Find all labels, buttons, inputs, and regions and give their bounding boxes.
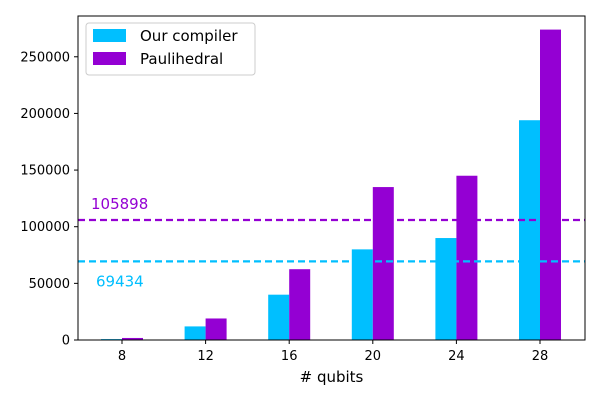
x-tick-label-24: 24 (448, 349, 465, 364)
legend-swatch-paulihedral (93, 52, 126, 65)
bar-our-compiler-28 (519, 120, 540, 340)
bar-our-compiler-12 (184, 326, 206, 340)
y-tick-label-200000: 200000 (20, 107, 70, 122)
x-axis-label: # qubits (300, 368, 364, 386)
legend-label-paulihedral: Paulihedral (140, 50, 223, 68)
y-axis-ticks: 0 50000 100000 150000 200000 250000 (20, 50, 78, 349)
y-tick-label-250000: 250000 (20, 50, 70, 65)
legend-label-our-compiler: Our compiler (140, 27, 238, 45)
bar-paulihedral-20 (372, 187, 394, 340)
bar-paulihedral-28 (540, 29, 561, 340)
reference-label-69434: 69434 (96, 272, 144, 290)
y-tick-label-100000: 100000 (20, 220, 70, 235)
bar-paulihedral-24 (456, 175, 478, 340)
bar-our-compiler-24 (435, 238, 457, 340)
reference-label-105898: 105898 (91, 195, 148, 213)
bar-our-compiler-16 (268, 294, 290, 340)
legend: Our compiler Paulihedral (85, 22, 256, 76)
bar-our-compiler-20 (351, 249, 373, 340)
x-axis-ticks: 8 12 16 20 24 28 (118, 340, 548, 364)
plot-frame (77, 15, 586, 341)
bar-paulihedral-8 (122, 337, 143, 340)
legend-frame (85, 22, 256, 76)
x-tick-label-28: 28 (532, 349, 549, 364)
y-tick-label-150000: 150000 (20, 164, 70, 179)
y-tick-label-0: 0 (62, 334, 70, 349)
bar-paulihedral-12 (205, 318, 227, 340)
bar-paulihedral-16 (289, 269, 311, 340)
x-tick-label-20: 20 (365, 349, 382, 364)
x-tick-label-12: 12 (197, 349, 214, 364)
x-tick-label-16: 16 (281, 349, 298, 364)
bars-layer (101, 29, 561, 340)
legend-swatch-our-compiler (93, 29, 126, 42)
reference-lines: 105898 69434 (78, 195, 585, 290)
y-tick-label-50000: 50000 (29, 277, 70, 292)
x-tick-label-8: 8 (118, 349, 126, 364)
